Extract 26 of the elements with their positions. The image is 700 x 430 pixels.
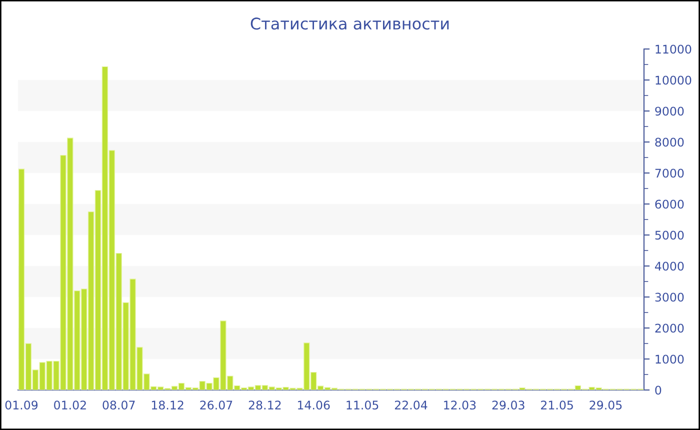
x-tick-label: 29.05 — [590, 400, 622, 410]
x-tick-label: 26.07 — [200, 400, 232, 410]
chart-title: Статистика активности — [250, 18, 449, 30]
x-tick-label: 22.04 — [394, 400, 428, 410]
y-tick-label: 0 — [655, 386, 662, 395]
y-tick-label: 7000 — [655, 168, 684, 178]
y-tick-label: 2000 — [655, 324, 684, 333]
y-tick-label: 5000 — [655, 230, 684, 240]
x-tick-label: 14.06 — [298, 400, 330, 410]
x-tick-label: 21.05 — [541, 400, 573, 410]
x-tick-label: 12.03 — [444, 400, 476, 410]
y-tick-label: 1000 — [656, 354, 684, 364]
y-tick-label: 8000 — [655, 138, 684, 147]
x-tick-label: 01.02 — [54, 400, 86, 410]
x-tick-label: 28.12 — [248, 400, 281, 410]
y-tick-label: 3000 — [655, 292, 684, 302]
x-tick-label: 01.09 — [5, 400, 38, 410]
y-tick-label: 10000 — [656, 76, 692, 85]
x-tick-label: 08.07 — [102, 400, 135, 410]
y-tick-label: 11000 — [656, 44, 692, 54]
y-tick-label: 9000 — [655, 106, 684, 116]
x-tick-label: 29.03 — [492, 400, 524, 410]
x-tick-label: 18.12 — [152, 400, 184, 410]
x-tick-label: 11.05 — [346, 400, 378, 410]
y-tick-label: 4000 — [654, 262, 684, 271]
y-tick-label: 6000 — [655, 200, 684, 209]
